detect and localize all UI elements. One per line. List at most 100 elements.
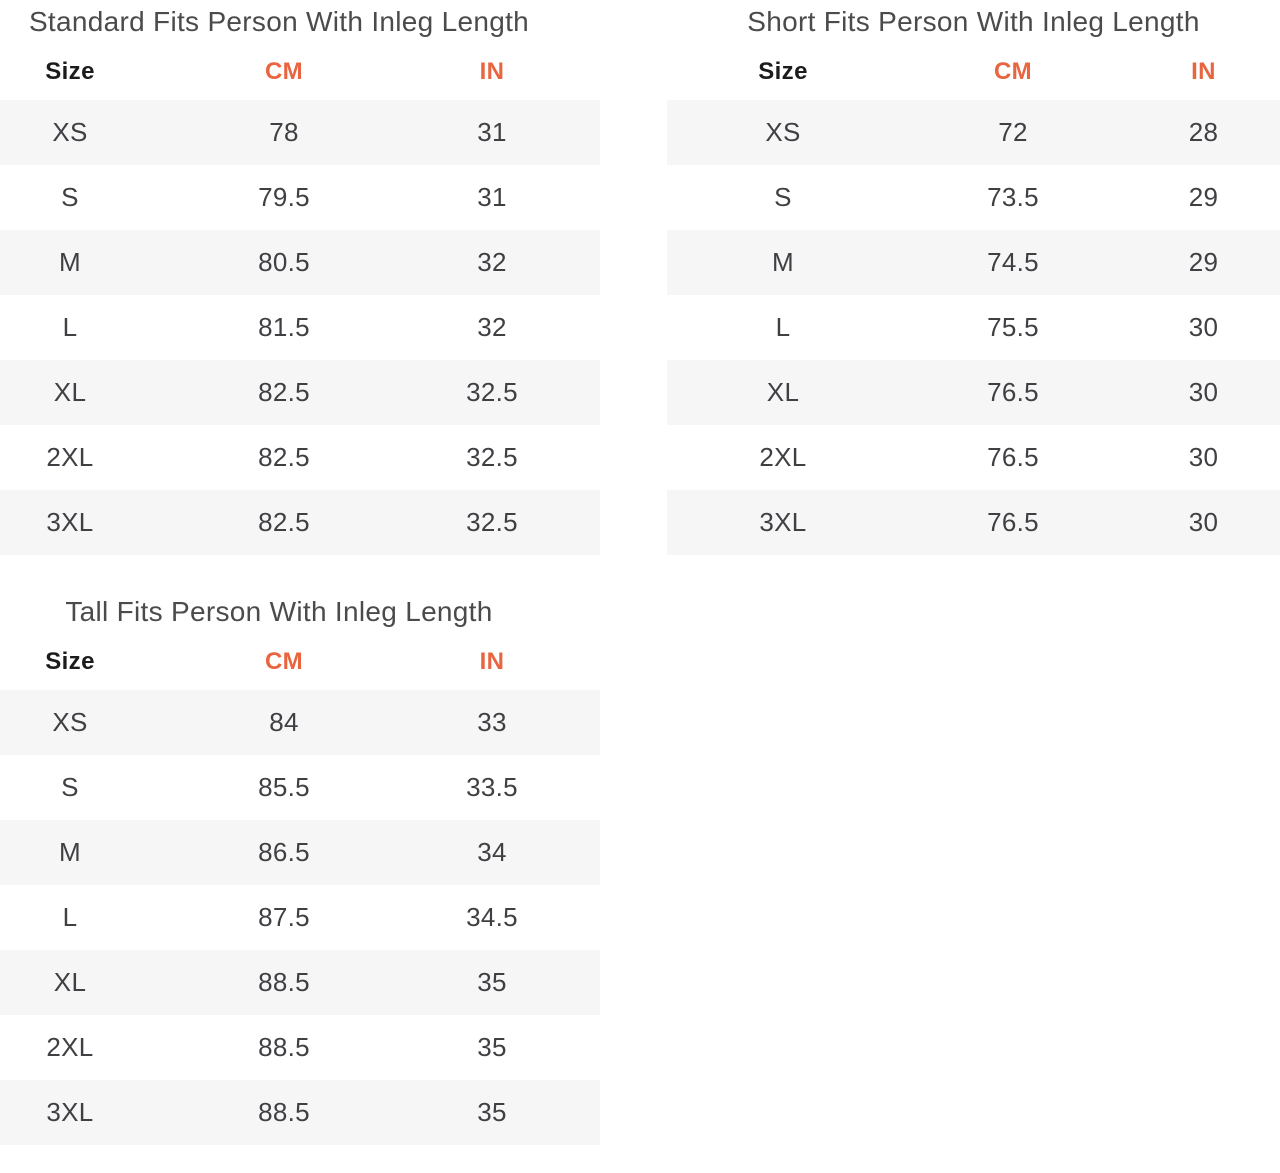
in-cell: 34.5 (466, 902, 518, 932)
table-title-standard: Standard Fits Person With Inleg Length (28, 6, 530, 37)
table-row: L 81.5 32 (0, 295, 600, 360)
column-header-size: Size (758, 58, 808, 85)
table-body: XS 72 28 S 73.5 29 M 74.5 29 L 75.5 30 XL 76.5 30 2XL 76… (667, 100, 1280, 555)
column-header-cm: CM (993, 58, 1033, 85)
table-row: M 86.5 34 (0, 820, 600, 885)
table-row: M 80.5 32 (0, 230, 600, 295)
in-cell: 32.5 (466, 442, 518, 472)
cm-cell: 85.5 (258, 772, 310, 802)
size-cell: M (59, 247, 81, 277)
in-cell: 35 (477, 1032, 507, 1062)
in-cell: 33 (477, 707, 507, 737)
size-cell: XS (52, 117, 88, 147)
cm-cell: 88.5 (258, 1097, 310, 1127)
in-cell: 29 (1188, 182, 1219, 212)
in-cell: 29 (1188, 247, 1219, 277)
in-cell: 30 (1188, 442, 1219, 472)
column-header-size: Size (45, 58, 95, 85)
table-row: XS 84 33 (0, 690, 600, 755)
in-cell: 30 (1188, 312, 1219, 342)
size-cell: L (775, 312, 791, 342)
short-fit-table: Short Fits Person With Inleg Length Size… (667, 0, 1280, 555)
size-cell: M (59, 837, 81, 867)
standard-fit-table: Standard Fits Person With Inleg Length S… (0, 0, 600, 555)
in-cell: 31 (477, 182, 507, 212)
cm-cell: 78 (269, 117, 299, 147)
size-cell: S (61, 182, 79, 212)
table-row: S 79.5 31 (0, 165, 600, 230)
in-cell: 28 (1188, 117, 1219, 147)
in-cell: 32.5 (466, 377, 518, 407)
table-row: S 85.5 33.5 (0, 755, 600, 820)
in-cell: 33.5 (466, 772, 518, 802)
size-cell: 3XL (46, 507, 94, 537)
cm-cell: 74.5 (987, 247, 1039, 277)
cm-cell: 75.5 (987, 312, 1039, 342)
size-cell: XL (766, 377, 800, 407)
tall-fit-table: Tall Fits Person With Inleg Length Size … (0, 590, 600, 1145)
cm-cell: 76.5 (987, 442, 1039, 472)
table-header-row: Size CM IN (667, 44, 1280, 100)
table-row: 2XL 76.5 30 (667, 425, 1280, 490)
table-row: 3XL 76.5 30 (667, 490, 1280, 555)
cm-cell: 76.5 (987, 377, 1039, 407)
table-row: S 73.5 29 (667, 165, 1280, 230)
table-header-row: Size CM IN (0, 44, 600, 100)
in-cell: 35 (477, 1097, 507, 1127)
size-cell: 3XL (46, 1097, 94, 1127)
table-row: 2XL 88.5 35 (0, 1015, 600, 1080)
table-title-short: Short Fits Person With Inleg Length (747, 6, 1200, 37)
column-header-in: IN (479, 648, 505, 675)
size-cell: 2XL (46, 1032, 94, 1062)
size-cell: XS (52, 707, 88, 737)
cm-cell: 84 (269, 707, 299, 737)
size-cell: 2XL (759, 442, 807, 472)
size-cell: S (774, 182, 792, 212)
size-cell: S (61, 772, 79, 802)
table-row: XL 88.5 35 (0, 950, 600, 1015)
table-row: 2XL 82.5 32.5 (0, 425, 600, 490)
table-body: XS 84 33 S 85.5 33.5 M 86.5 34 L 87.5 34.5 XL 88.5 35 2… (0, 690, 600, 1145)
cm-cell: 72 (998, 117, 1028, 147)
column-header-in: IN (479, 58, 505, 85)
in-cell: 32.5 (466, 507, 518, 537)
size-cell: XS (765, 117, 801, 147)
column-header-size: Size (45, 648, 95, 675)
cm-cell: 76.5 (987, 507, 1039, 537)
cm-cell: 82.5 (258, 442, 310, 472)
table-row: XS 78 31 (0, 100, 600, 165)
table-row: XL 82.5 32.5 (0, 360, 600, 425)
column-header-cm: CM (264, 648, 304, 675)
cm-cell: 82.5 (258, 507, 310, 537)
in-cell: 32 (477, 312, 507, 342)
table-row: XL 76.5 30 (667, 360, 1280, 425)
cm-cell: 81.5 (258, 312, 310, 342)
table-row: M 74.5 29 (667, 230, 1280, 295)
cm-cell: 86.5 (258, 837, 310, 867)
in-cell: 32 (477, 247, 507, 277)
in-cell: 30 (1188, 377, 1219, 407)
column-header-in: IN (1191, 58, 1216, 85)
size-cell: L (62, 902, 78, 932)
table-row: L 87.5 34.5 (0, 885, 600, 950)
table-title-tall: Tall Fits Person With Inleg Length (65, 596, 493, 627)
table-row: XS 72 28 (667, 100, 1280, 165)
in-cell: 35 (477, 967, 507, 997)
in-cell: 30 (1188, 507, 1219, 537)
cm-cell: 88.5 (258, 967, 310, 997)
size-cell: M (772, 247, 794, 277)
cm-cell: 79.5 (258, 182, 310, 212)
table-header-row: Size CM IN (0, 634, 600, 690)
cm-cell: 88.5 (258, 1032, 310, 1062)
cm-cell: 87.5 (258, 902, 310, 932)
size-cell: 3XL (759, 507, 807, 537)
cm-cell: 80.5 (258, 247, 310, 277)
size-cell: XL (53, 967, 87, 997)
size-cell: L (62, 312, 78, 342)
size-cell: 2XL (46, 442, 94, 472)
in-cell: 34 (477, 837, 507, 867)
table-row: 3XL 88.5 35 (0, 1080, 600, 1145)
table-body: XS 78 31 S 79.5 31 M 80.5 32 L 81.5 32 XL 82.5 32.5 2XL… (0, 100, 600, 555)
in-cell: 31 (477, 117, 507, 147)
